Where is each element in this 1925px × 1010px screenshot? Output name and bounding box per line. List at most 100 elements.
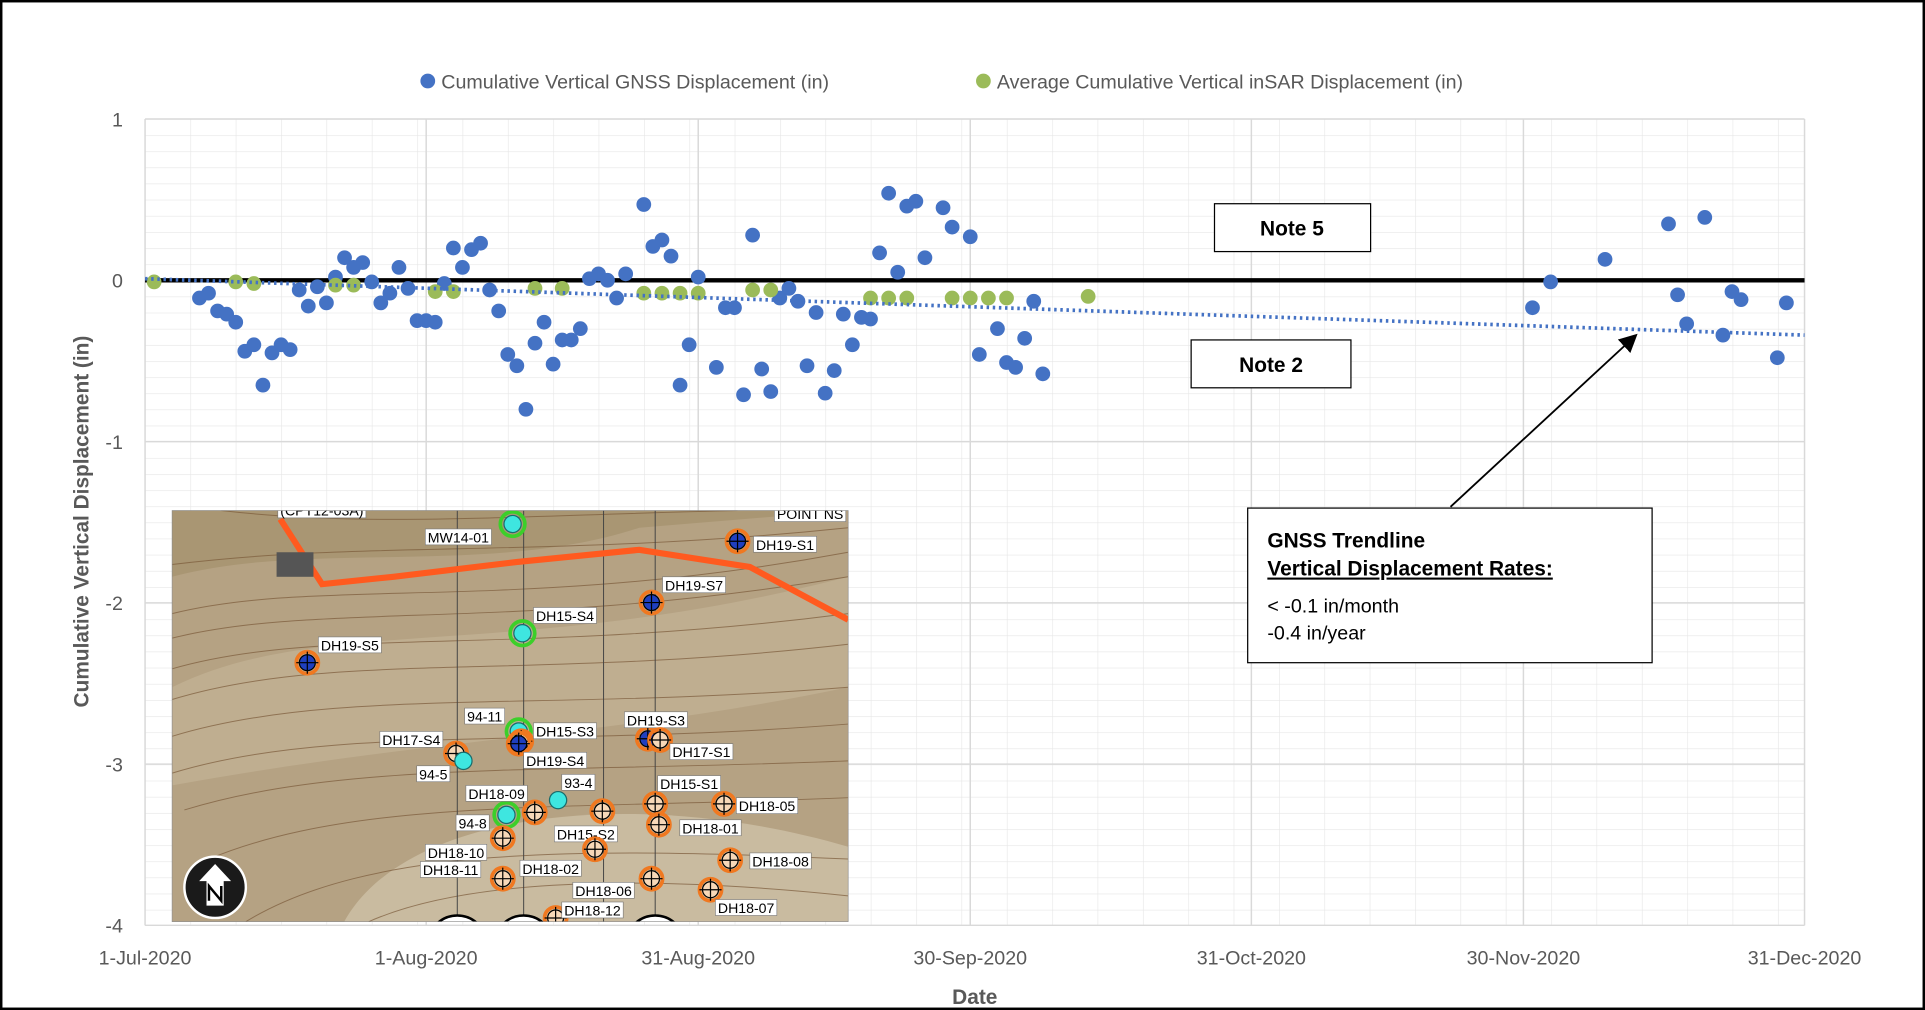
- y-axis-title: Cumulative Vertical Displacement (in): [70, 336, 93, 708]
- well-marker: [649, 728, 672, 752]
- annotation-text: -0.4 in/year: [1267, 622, 1366, 644]
- data-point: [962, 290, 978, 306]
- label-background: [379, 731, 444, 748]
- data-point: [337, 250, 352, 266]
- map-label: DH15-S3: [536, 723, 594, 739]
- data-point: [563, 332, 579, 348]
- label-background: [657, 775, 721, 792]
- map-label: DH18-02: [522, 861, 579, 877]
- section-markers: [437, 914, 676, 922]
- label-background: [533, 722, 597, 740]
- y-tick-label: 1: [112, 109, 123, 131]
- data-point: [935, 200, 951, 216]
- y-tick-label: -3: [105, 754, 123, 776]
- label-background: [749, 852, 812, 870]
- data-point: [509, 358, 525, 374]
- data-point: [708, 360, 724, 375]
- x-tick-label: 31-Oct-2020: [1197, 948, 1306, 970]
- data-point: [609, 290, 624, 306]
- data-point: [146, 274, 162, 290]
- label-background: [416, 765, 451, 783]
- well-marker: [591, 800, 614, 823]
- label-background: [561, 901, 624, 919]
- data-point: [781, 280, 797, 296]
- x-tick-label: 1-Jul-2020: [99, 948, 192, 970]
- data-point: [1670, 287, 1685, 303]
- label-background: [736, 797, 799, 814]
- data-point: [727, 300, 742, 316]
- data-point: [255, 377, 271, 393]
- label-background: [753, 535, 817, 553]
- well-marker: [523, 801, 546, 824]
- data-point: [391, 260, 407, 275]
- note: Note 5: [1260, 218, 1324, 241]
- trendline: [144, 276, 1805, 337]
- data-point: [899, 290, 915, 306]
- label-background: [425, 844, 488, 861]
- label-background: [715, 899, 778, 916]
- data-point: [1715, 327, 1731, 343]
- well-marker: [513, 624, 532, 643]
- well-marker: [491, 867, 514, 890]
- map-label: DH18-06: [575, 883, 632, 899]
- map-label: DH15-S1: [660, 776, 718, 792]
- data-point: [536, 314, 552, 330]
- data-point: [636, 197, 652, 212]
- x-tick-label: 31-Aug-2020: [641, 948, 755, 970]
- x-tick-label: 30-Nov-2020: [1467, 948, 1581, 970]
- well-marker: [548, 790, 568, 810]
- y-tick-label: 0: [112, 271, 123, 293]
- data-point: [881, 185, 897, 201]
- map-label: DH18-05: [739, 798, 796, 814]
- note-box: [1213, 203, 1372, 253]
- map-label: DH19-S7: [665, 577, 723, 593]
- data-point: [1035, 366, 1051, 382]
- data-point: [672, 285, 688, 301]
- data-point: [908, 193, 924, 209]
- well-marker: [454, 751, 473, 771]
- data-point: [863, 290, 878, 306]
- data-point: [1597, 251, 1613, 267]
- data-point: [1525, 300, 1540, 316]
- data-point: [890, 264, 906, 280]
- map-label: DH18-09: [468, 786, 525, 802]
- label-background: [533, 607, 597, 624]
- data-point: [672, 377, 688, 393]
- contours: [172, 510, 849, 922]
- legend-marker: [976, 73, 991, 89]
- well-marker: [712, 792, 736, 815]
- legend-marker: [420, 73, 436, 89]
- x-axis-title: Date: [952, 986, 997, 1009]
- data-point: [1026, 293, 1042, 309]
- well-marker: [296, 651, 319, 674]
- data-point: [1008, 360, 1023, 375]
- map-label: DH18-10: [428, 845, 485, 861]
- data-point: [1697, 210, 1713, 225]
- label-background: [465, 785, 528, 802]
- data-point: [427, 284, 443, 299]
- data-point: [1679, 316, 1695, 332]
- map-label: DH19-S5: [321, 637, 379, 653]
- data-point: [282, 342, 298, 358]
- data-point: [1779, 295, 1794, 311]
- label-background: [662, 576, 726, 594]
- well-marker: [699, 878, 722, 901]
- data-point: [654, 232, 670, 248]
- data-point: [962, 229, 978, 245]
- label-background: [572, 882, 635, 899]
- data-point: [745, 227, 760, 243]
- data-point: [500, 347, 516, 362]
- data-point: [300, 298, 316, 314]
- well-marker: [644, 792, 667, 815]
- data-point: [808, 305, 824, 320]
- inset-border: [171, 510, 849, 922]
- note: Note 2: [1239, 354, 1303, 377]
- map-label: MW14-01: [428, 529, 489, 545]
- data-point: [690, 285, 706, 301]
- label-background: [420, 861, 482, 878]
- map-label: 93-4: [564, 775, 592, 791]
- map-label: 94-8: [459, 815, 487, 831]
- data-point: [201, 285, 216, 301]
- map-label: DH19-S3: [627, 712, 685, 728]
